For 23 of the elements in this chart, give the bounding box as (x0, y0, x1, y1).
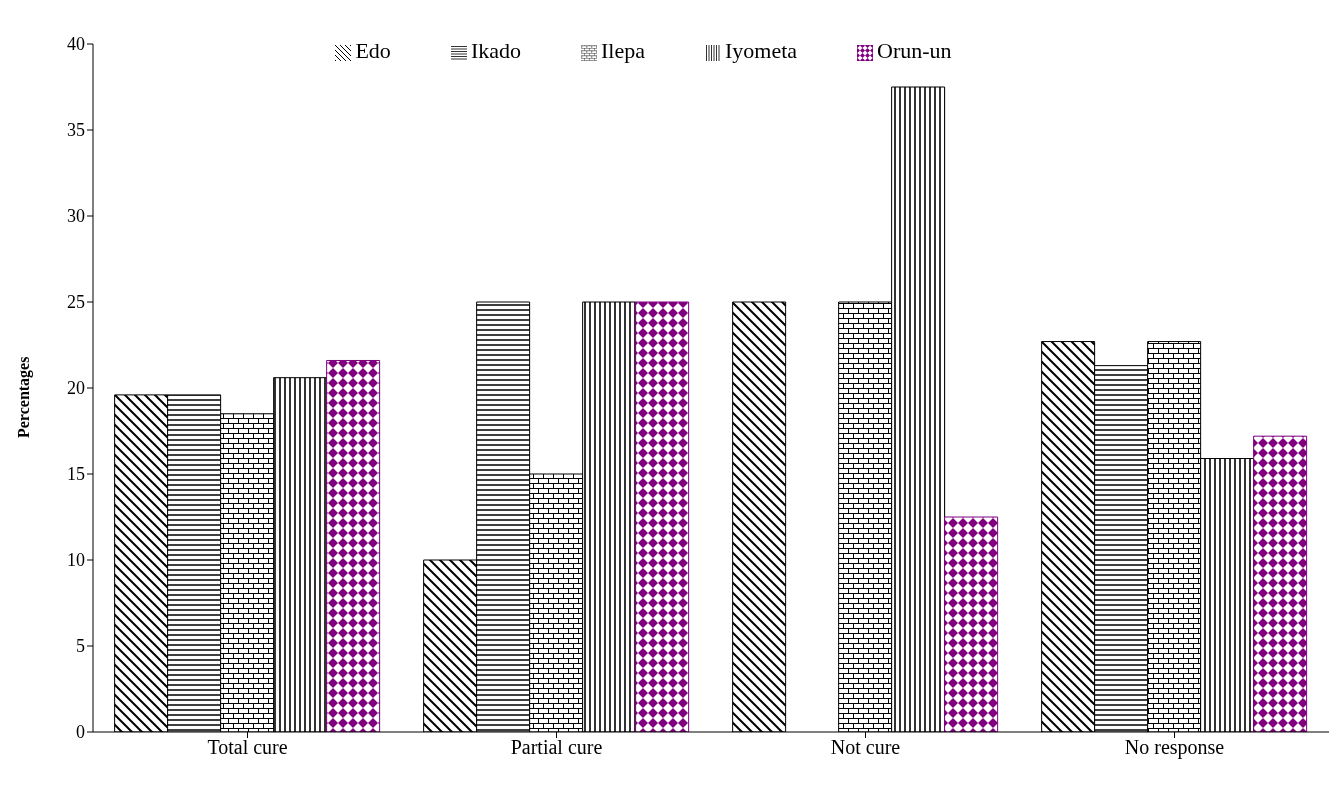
x-tick-label: Not cure (830, 736, 901, 759)
legend-label: Orun-un (877, 38, 952, 63)
bar (944, 516, 999, 732)
legend-label: Iyometa (724, 38, 798, 63)
legend-label: Ikado (470, 38, 521, 63)
x-tick-label: Partial cure (510, 736, 603, 759)
y-axis-title: Percentages (14, 356, 33, 438)
y-tick-label: 20 (67, 378, 85, 399)
bar (1253, 435, 1308, 732)
y-tick-label: 15 (67, 464, 85, 485)
y-tick-label: 10 (67, 550, 85, 571)
y-tick-label: 5 (76, 636, 85, 657)
y-tick-label: 35 (67, 120, 85, 141)
legend-label: Edo (355, 38, 391, 63)
y-tick-label: 40 (67, 34, 85, 55)
bar (326, 359, 381, 732)
y-tick-label: 25 (67, 292, 85, 313)
bar (635, 301, 690, 732)
x-tick-label: Total cure (207, 736, 288, 759)
y-tick-label: 30 (67, 206, 85, 227)
x-tick-label: No response (1124, 736, 1225, 760)
y-tick-label: 0 (76, 722, 85, 743)
legend-label: Ilepa (600, 38, 645, 63)
